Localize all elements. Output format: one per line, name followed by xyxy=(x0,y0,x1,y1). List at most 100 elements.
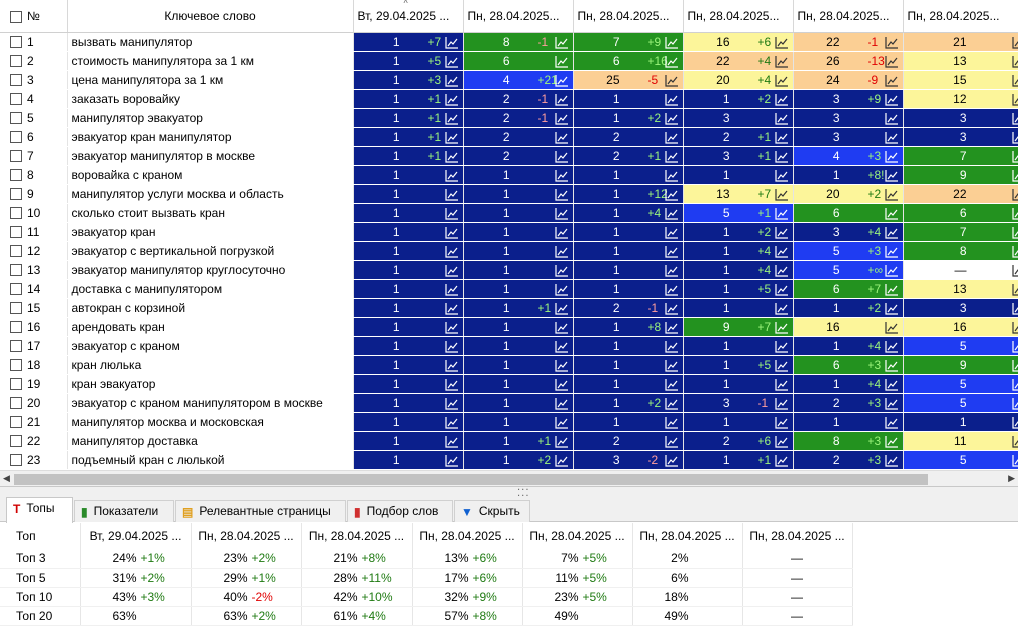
chart-icon[interactable] xyxy=(444,435,459,448)
position-cell[interactable]: 1 +1 xyxy=(463,431,574,451)
position-cell[interactable]: 2 +6 xyxy=(683,431,794,451)
chart-icon[interactable] xyxy=(444,226,459,239)
position-cell[interactable]: 24 -9 xyxy=(793,70,904,90)
position-cell[interactable]: 1 xyxy=(683,336,794,356)
chart-icon[interactable] xyxy=(554,112,569,125)
keyword-cell[interactable]: сколько стоит вызвать кран xyxy=(67,203,354,223)
chart-icon[interactable] xyxy=(554,435,569,448)
keyword-cell[interactable]: кран люлька xyxy=(67,355,354,375)
chart-icon[interactable] xyxy=(664,93,679,106)
position-cell[interactable]: 1 +3 xyxy=(353,70,464,90)
chart-icon[interactable] xyxy=(554,93,569,106)
chart-icon[interactable] xyxy=(664,207,679,220)
chart-icon[interactable] xyxy=(1011,55,1018,68)
position-cell[interactable]: 1 xyxy=(353,412,464,432)
chart-icon[interactable] xyxy=(444,150,459,163)
chart-icon[interactable] xyxy=(1011,226,1018,239)
chart-icon[interactable] xyxy=(884,55,899,68)
position-cell[interactable]: 5 xyxy=(903,393,1018,413)
chart-icon[interactable] xyxy=(554,169,569,182)
chart-icon[interactable] xyxy=(444,321,459,334)
row-checkbox[interactable] xyxy=(10,245,22,258)
chart-icon[interactable] xyxy=(554,321,569,334)
position-cell[interactable]: 1 xyxy=(463,184,574,204)
chart-icon[interactable] xyxy=(664,397,679,410)
chart-icon[interactable] xyxy=(774,321,789,334)
table-row[interactable]: 3 цена манипулятора за 1 км 1 +3 4 +21 25 -5 20 +… xyxy=(0,70,1018,90)
position-cell[interactable]: 22 +4 xyxy=(683,51,794,71)
row-checkbox[interactable] xyxy=(10,302,22,315)
position-cell[interactable]: 1 xyxy=(683,298,794,318)
position-cell[interactable]: 1 xyxy=(573,279,684,299)
chart-icon[interactable] xyxy=(884,112,899,125)
position-cell[interactable]: 1 +2 xyxy=(683,89,794,109)
position-cell[interactable]: 1 +7 xyxy=(353,32,464,52)
chart-icon[interactable] xyxy=(664,435,679,448)
position-cell[interactable]: 1 xyxy=(903,412,1018,432)
position-cell[interactable]: 3 +1 xyxy=(683,146,794,166)
keyword-cell[interactable]: подъемный кран с люлькой xyxy=(67,450,354,470)
position-cell[interactable]: 1 +4 xyxy=(683,241,794,261)
table-row[interactable]: 10 сколько стоит вызвать кран 1 1 1 +4 5 +1 6 6 xyxy=(0,203,1018,223)
chart-icon[interactable] xyxy=(664,321,679,334)
chart-icon[interactable] xyxy=(554,150,569,163)
position-cell[interactable]: 1 xyxy=(573,260,684,280)
chart-icon[interactable] xyxy=(1011,169,1018,182)
chart-icon[interactable] xyxy=(884,302,899,315)
keyword-cell[interactable]: манипулятор доставка xyxy=(67,431,354,451)
chart-icon[interactable] xyxy=(664,245,679,258)
position-cell[interactable]: 1 +2 xyxy=(573,393,684,413)
chart-icon[interactable] xyxy=(774,397,789,410)
chart-icon[interactable] xyxy=(774,454,789,467)
chart-icon[interactable] xyxy=(1011,245,1018,258)
position-cell[interactable]: 1 xyxy=(683,412,794,432)
chart-icon[interactable] xyxy=(884,36,899,49)
chart-icon[interactable] xyxy=(1011,207,1018,220)
chart-icon[interactable] xyxy=(1011,378,1018,391)
chart-icon[interactable] xyxy=(774,378,789,391)
position-cell[interactable]: 1 xyxy=(463,222,574,242)
chart-icon[interactable] xyxy=(884,416,899,429)
table-row[interactable]: 13 эвакуатор манипулятор круглосуточно 1 1 1… xyxy=(0,260,1018,280)
chart-icon[interactable] xyxy=(884,454,899,467)
chart-icon[interactable] xyxy=(774,207,789,220)
position-cell[interactable]: 5 xyxy=(903,374,1018,394)
select-all-checkbox[interactable] xyxy=(10,10,22,23)
chart-icon[interactable] xyxy=(1011,321,1018,334)
chart-icon[interactable] xyxy=(554,397,569,410)
chart-icon[interactable] xyxy=(1011,359,1018,372)
table-row[interactable]: 4 заказать воровайку 1 +1 2 -1 1 1 +2 3 +9 12 xyxy=(0,89,1018,109)
position-cell[interactable]: 1 xyxy=(463,317,574,337)
chart-icon[interactable] xyxy=(664,416,679,429)
position-cell[interactable]: 1 xyxy=(573,355,684,375)
position-cell[interactable]: 9 xyxy=(903,355,1018,375)
position-cell[interactable]: 5 xyxy=(903,336,1018,356)
chart-icon[interactable] xyxy=(554,302,569,315)
chart-icon[interactable] xyxy=(444,397,459,410)
position-cell[interactable]: 1 +5 xyxy=(683,355,794,375)
chart-icon[interactable] xyxy=(554,340,569,353)
position-cell[interactable]: 1 +2 xyxy=(683,222,794,242)
position-cell[interactable]: 1 xyxy=(353,336,464,356)
position-cell[interactable]: 6 xyxy=(903,203,1018,223)
position-cell[interactable]: 3 -2 xyxy=(573,450,684,470)
column-header-date[interactable]: Пн, 28.04.2025... xyxy=(903,0,1018,33)
position-cell[interactable]: 1 xyxy=(353,241,464,261)
chart-icon[interactable] xyxy=(774,74,789,87)
row-checkbox[interactable] xyxy=(10,359,22,372)
tab-bar-chart[interactable]: ▮ Показатели xyxy=(74,500,174,522)
chart-icon[interactable] xyxy=(884,131,899,144)
position-cell[interactable]: 8 +3 xyxy=(793,431,904,451)
position-cell[interactable]: 1 xyxy=(353,317,464,337)
position-cell[interactable]: 1 xyxy=(463,412,574,432)
position-cell[interactable]: 3 +9 xyxy=(793,89,904,109)
chart-icon[interactable] xyxy=(1011,74,1018,87)
keyword-cell[interactable]: стоимость манипулятора за 1 км xyxy=(67,51,354,71)
keyword-cell[interactable]: манипулятор москва и московская xyxy=(67,412,354,432)
chart-icon[interactable] xyxy=(884,207,899,220)
position-cell[interactable]: 26 -13 xyxy=(793,51,904,71)
chart-icon[interactable] xyxy=(664,55,679,68)
position-cell[interactable]: 1 xyxy=(463,203,574,223)
position-cell[interactable]: 1 +8 xyxy=(573,317,684,337)
position-cell[interactable]: 1 +4 xyxy=(573,203,684,223)
